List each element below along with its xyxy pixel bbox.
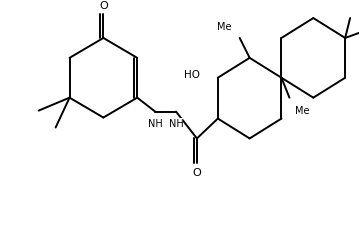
- Text: NH: NH: [168, 119, 183, 128]
- Text: NH: NH: [148, 119, 162, 128]
- Text: Me: Me: [217, 22, 232, 32]
- Text: Me: Me: [296, 105, 310, 115]
- Text: HO: HO: [184, 70, 200, 79]
- Text: O: O: [193, 168, 201, 178]
- Text: O: O: [99, 1, 108, 11]
